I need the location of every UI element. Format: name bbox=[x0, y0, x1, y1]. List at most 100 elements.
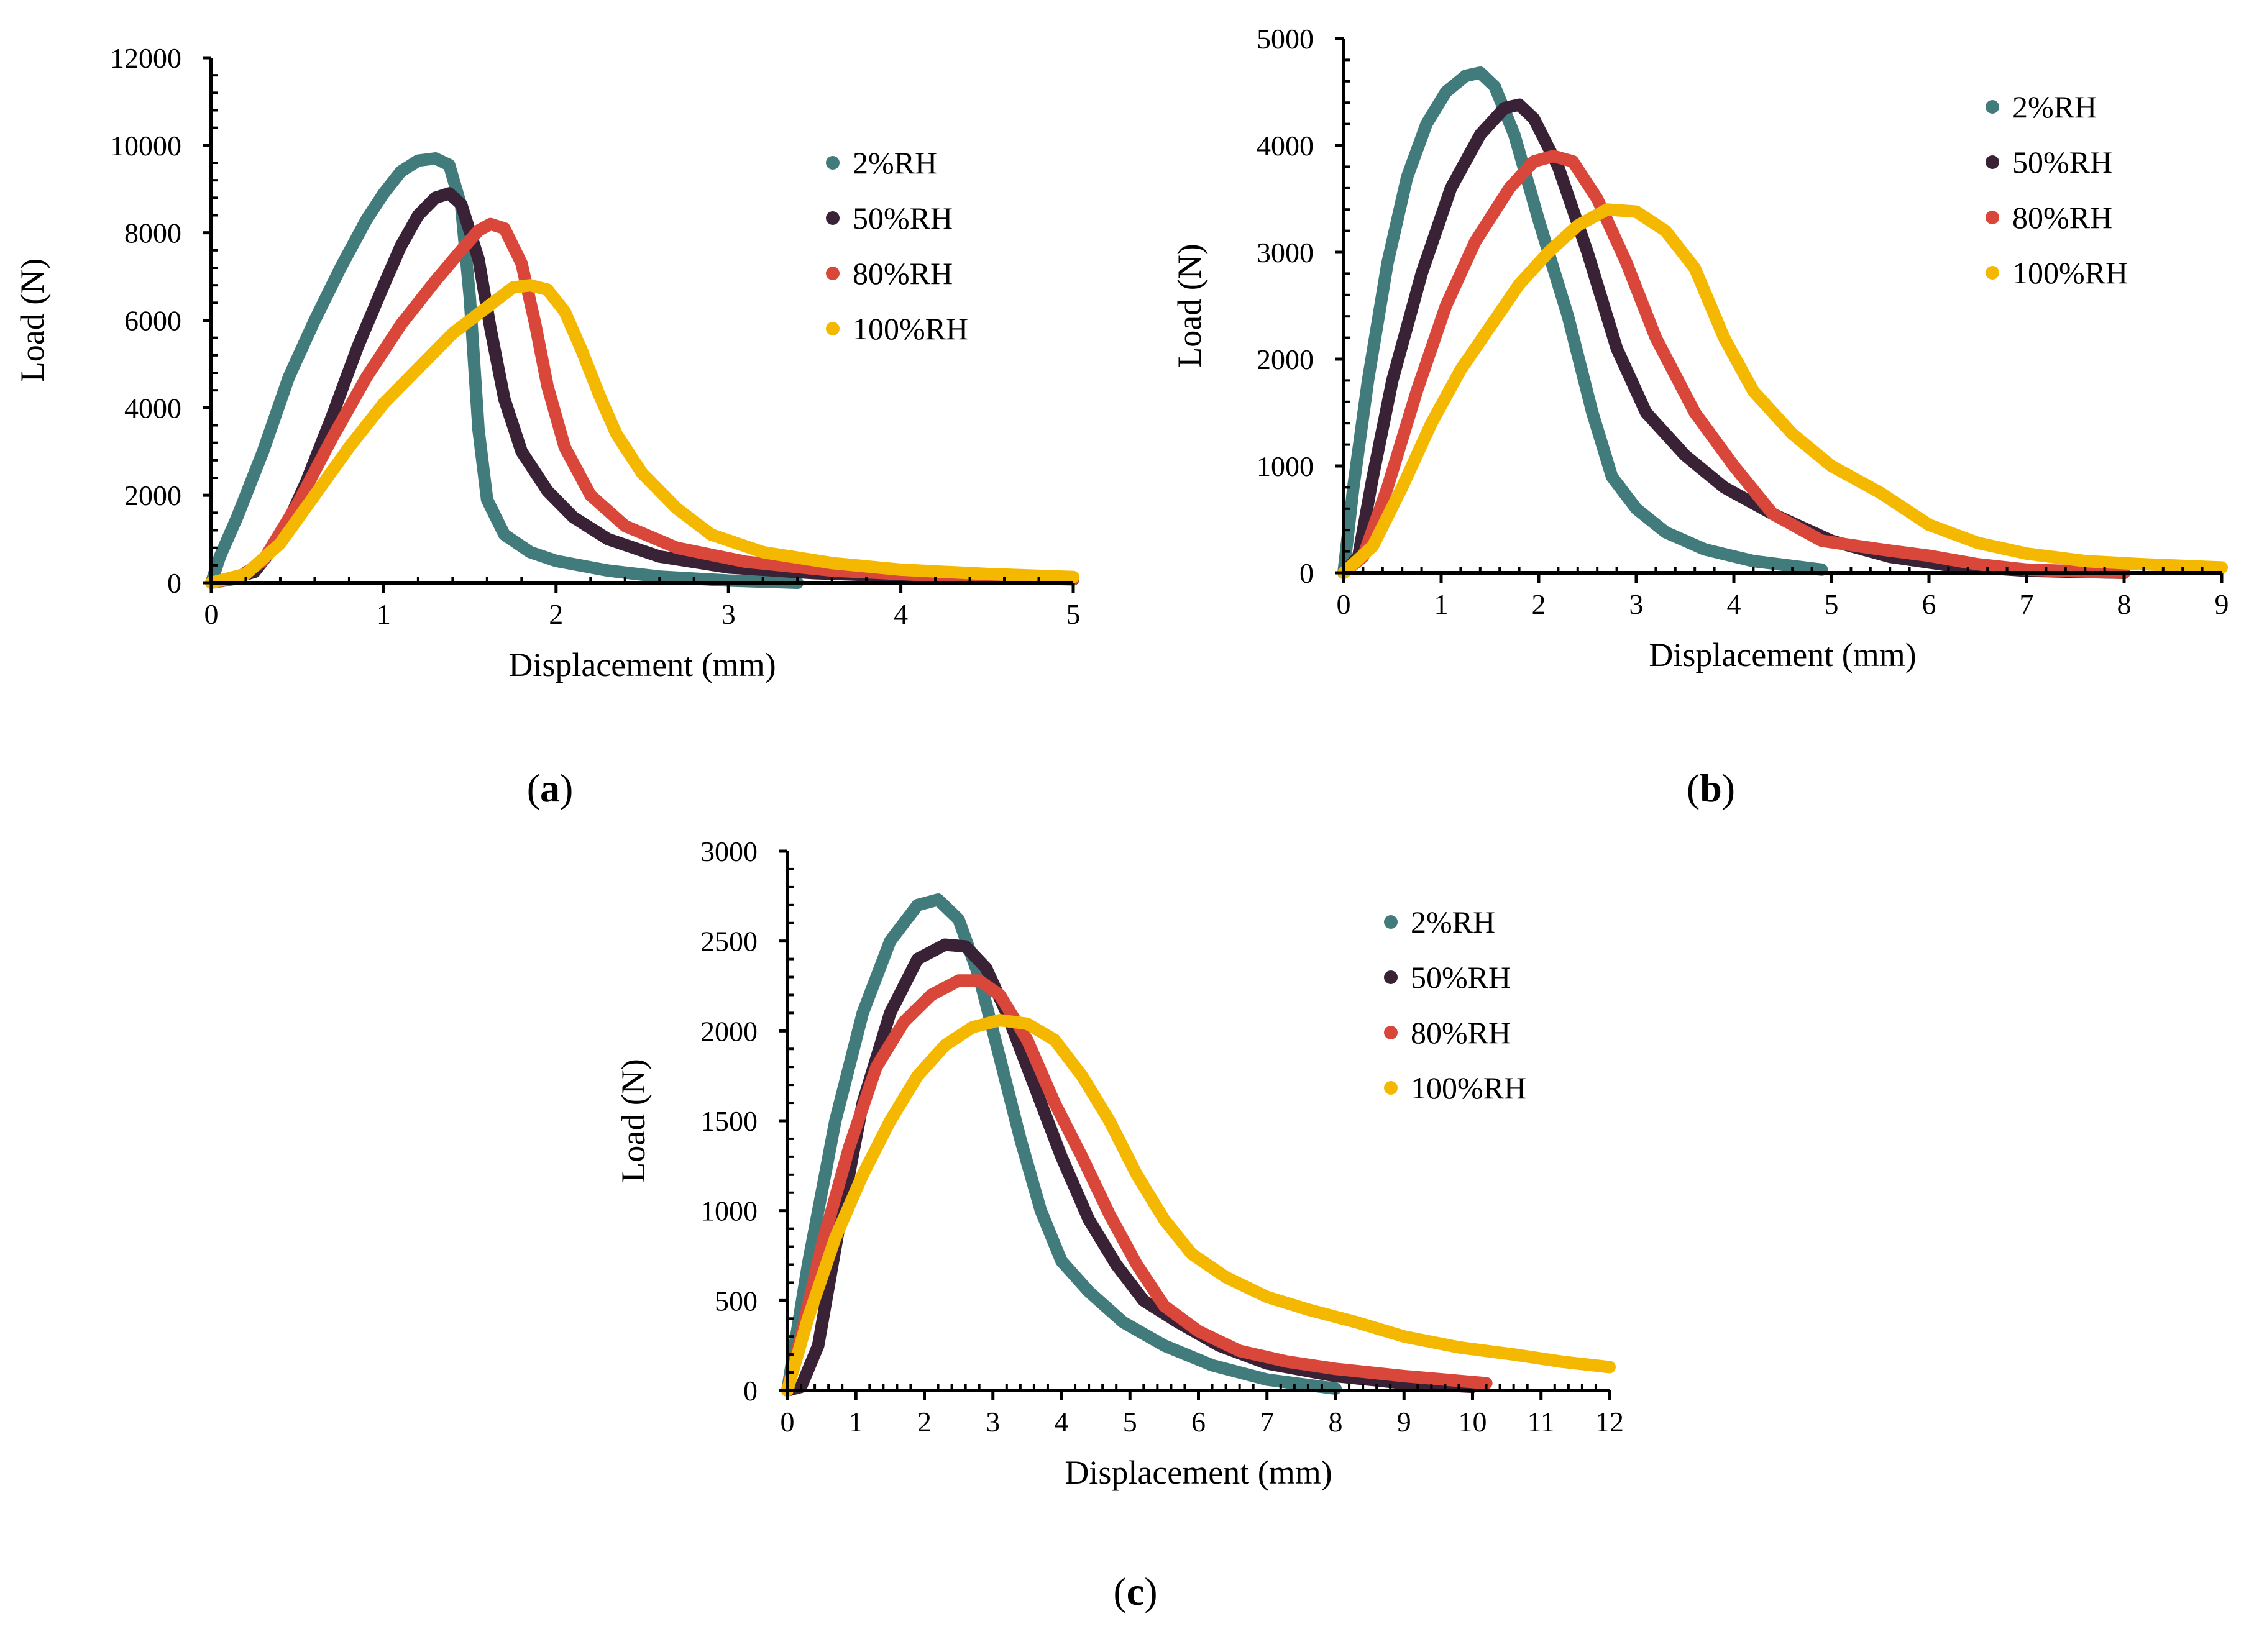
y-tick-label: 3000 bbox=[1257, 237, 1314, 268]
series-group bbox=[1337, 66, 2228, 579]
series-line-2 bbox=[1337, 150, 2130, 579]
x-tick-label: 6 bbox=[1191, 1406, 1206, 1438]
y-tick-label: 10000 bbox=[110, 130, 181, 162]
legend-marker bbox=[1986, 266, 1999, 280]
x-tick-label: 1 bbox=[377, 598, 391, 630]
x-tick-label: 3 bbox=[986, 1406, 1000, 1438]
legend-label: 2%RH bbox=[2012, 89, 2097, 124]
series-line-2 bbox=[205, 217, 1079, 589]
series-line-0 bbox=[205, 152, 804, 589]
x-tick-label: 5 bbox=[1825, 588, 1839, 620]
y-tick-label: 4000 bbox=[124, 392, 181, 424]
panel-label-close-paren: ) bbox=[1722, 766, 1735, 810]
y-tick-label: 5000 bbox=[1257, 23, 1314, 55]
y-tick-label: 1500 bbox=[700, 1105, 758, 1137]
x-tick-label: 2 bbox=[917, 1406, 932, 1438]
panel-label-letter: c bbox=[1127, 1569, 1144, 1613]
x-tick-label: 1 bbox=[1434, 588, 1449, 620]
legend-label: 50%RH bbox=[1411, 960, 1511, 995]
y-tick-label: 2000 bbox=[124, 480, 181, 511]
x-axis-title: Displacement (mm) bbox=[508, 646, 776, 683]
y-tick-label: 12000 bbox=[110, 42, 181, 74]
legend-marker bbox=[1986, 100, 1999, 114]
x-tick-label: 10 bbox=[1459, 1406, 1487, 1438]
legend-marker bbox=[826, 267, 840, 280]
y-tick-label: 2000 bbox=[1257, 344, 1314, 375]
legend: 2%RH 50%RH 80%RH 100%RH bbox=[826, 145, 968, 346]
panel-label-open-paren: ( bbox=[1687, 766, 1700, 810]
x-tick-label: 0 bbox=[781, 1406, 795, 1438]
legend-marker bbox=[826, 156, 840, 170]
legend-marker bbox=[1384, 915, 1398, 929]
legend-label: 50%RH bbox=[2012, 145, 2112, 180]
x-axis-title: Displacement (mm) bbox=[1065, 1454, 1332, 1491]
x-tick-label: 11 bbox=[1528, 1406, 1555, 1438]
x-tick-label: 7 bbox=[2020, 588, 2034, 620]
legend-marker bbox=[1384, 1081, 1398, 1095]
x-tick-label: 3 bbox=[722, 598, 736, 630]
x-tick-label: 2 bbox=[1532, 588, 1546, 620]
legend-marker bbox=[826, 322, 840, 335]
legend-label: 80%RH bbox=[853, 256, 953, 291]
y-tick-label: 1000 bbox=[1257, 450, 1314, 482]
legend-marker bbox=[1986, 211, 1999, 224]
x-tick-label: 6 bbox=[1922, 588, 1936, 620]
x-tick-label: 1 bbox=[849, 1406, 863, 1438]
y-tick-label: 1000 bbox=[700, 1195, 758, 1227]
x-tick-label: 0 bbox=[204, 598, 219, 630]
panel-label-letter: b bbox=[1700, 766, 1722, 810]
series-line-3 bbox=[205, 279, 1079, 589]
y-tick-label: 8000 bbox=[124, 217, 181, 249]
y-tick-label: 2500 bbox=[700, 926, 758, 957]
panel-label-open-paren: ( bbox=[1113, 1569, 1126, 1613]
x-tick-label: 9 bbox=[1397, 1406, 1411, 1438]
y-tick-label: 4000 bbox=[1257, 130, 1314, 162]
x-tick-label: 5 bbox=[1066, 598, 1081, 630]
panel-label: (a) bbox=[527, 766, 574, 810]
y-axis-title: Load (N) bbox=[14, 258, 51, 382]
y-tick-label: 6000 bbox=[124, 305, 181, 337]
x-tick-label: 4 bbox=[894, 598, 908, 630]
series-group bbox=[781, 893, 1616, 1397]
legend: 2%RH 50%RH 80%RH 100%RH bbox=[1384, 905, 1526, 1105]
legend-marker bbox=[1384, 1026, 1398, 1039]
legend-label: 100%RH bbox=[853, 311, 968, 346]
y-tick-label: 2000 bbox=[700, 1015, 758, 1047]
x-tick-label: 4 bbox=[1727, 588, 1741, 620]
legend-label: 2%RH bbox=[1411, 905, 1495, 939]
panel-label: (c) bbox=[1113, 1569, 1157, 1613]
legend-label: 80%RH bbox=[1411, 1015, 1511, 1050]
x-tick-label: 5 bbox=[1123, 1406, 1137, 1438]
x-axis-title: Displacement (mm) bbox=[1649, 636, 1916, 673]
y-tick-label: 0 bbox=[743, 1375, 758, 1407]
panel-label-close-paren: ) bbox=[1144, 1569, 1157, 1613]
legend-marker bbox=[826, 211, 840, 225]
panel-label-letter: a bbox=[540, 766, 560, 810]
legend: 2%RH 50%RH 80%RH 100%RH bbox=[1986, 89, 2128, 290]
legend-label: 2%RH bbox=[853, 145, 937, 180]
x-tick-label: 8 bbox=[2117, 588, 2132, 620]
series-group bbox=[205, 152, 1079, 589]
x-tick-label: 2 bbox=[549, 598, 563, 630]
legend-label: 80%RH bbox=[2012, 200, 2112, 235]
panel-label-open-paren: ( bbox=[527, 766, 540, 810]
panel-label-close-paren: ) bbox=[560, 766, 573, 810]
y-tick-label: 3000 bbox=[700, 836, 758, 867]
x-tick-label: 7 bbox=[1260, 1406, 1274, 1438]
x-tick-label: 0 bbox=[1337, 588, 1351, 620]
chart-panel-a: 0 2000 4000 6000 8000 10000 12000 0 1 2 3 4 5 Displac… bbox=[14, 42, 1081, 810]
y-tick-label: 0 bbox=[1299, 557, 1314, 589]
series-line-0 bbox=[781, 893, 1342, 1397]
legend-label: 100%RH bbox=[2012, 255, 2128, 290]
x-tick-label: 12 bbox=[1595, 1406, 1624, 1438]
x-tick-label: 3 bbox=[1629, 588, 1644, 620]
x-tick-label: 8 bbox=[1329, 1406, 1343, 1438]
legend-marker bbox=[1384, 970, 1398, 984]
series-line-3 bbox=[781, 1014, 1616, 1397]
x-tick-label: 9 bbox=[2215, 588, 2229, 620]
legend-label: 100%RH bbox=[1411, 1070, 1526, 1105]
